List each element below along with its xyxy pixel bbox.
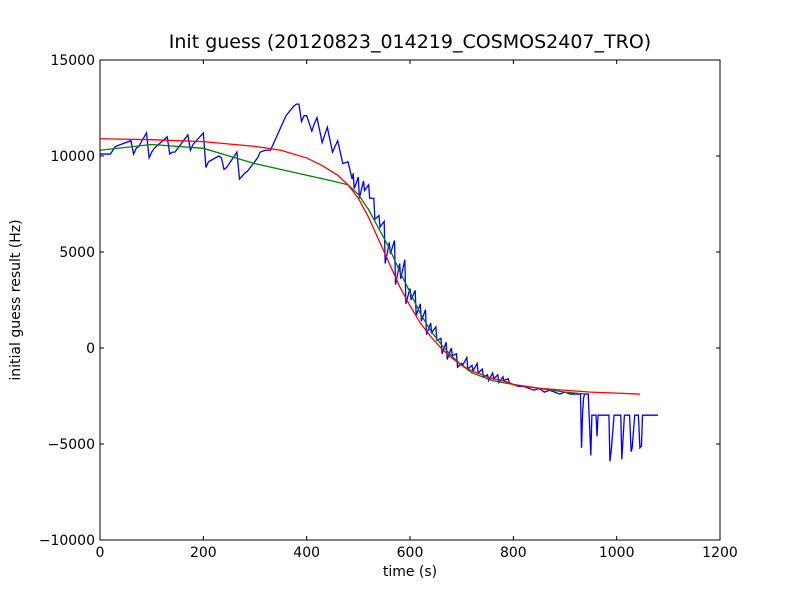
- x-tick-label: 400: [293, 545, 320, 561]
- series-layer: [99, 103, 658, 462]
- x-tick-label: 0: [96, 545, 105, 561]
- chart-title: Init guess (20120823_014219_COSMOS2407_T…: [169, 31, 651, 53]
- series-line-3: [99, 138, 640, 395]
- plot-area: [99, 59, 721, 541]
- y-tick-label: 0: [86, 341, 95, 357]
- x-tick-label: 800: [500, 545, 527, 561]
- x-axis: 0 200 400 600 800 1000 1200: [96, 60, 738, 561]
- x-tick-label: 600: [397, 545, 424, 561]
- x-axis-label: time (s): [383, 564, 437, 580]
- y-tick-label: 15000: [50, 53, 95, 69]
- x-tick-label: 200: [190, 545, 217, 561]
- x-tick-label: 1000: [599, 545, 635, 561]
- y-axis-label: initial guess result (Hz): [8, 219, 24, 380]
- y-tick-label: 10000: [50, 149, 95, 165]
- series-line-2: [99, 143, 586, 395]
- y-tick-label: −5000: [48, 437, 95, 453]
- y-axis: −10000 −5000 0 5000 10000 15000: [39, 53, 720, 549]
- y-tick-label: −10000: [39, 533, 95, 549]
- plot-background: [100, 60, 720, 540]
- y-tick-label: 5000: [59, 245, 95, 261]
- x-tick-label: 1200: [702, 545, 738, 561]
